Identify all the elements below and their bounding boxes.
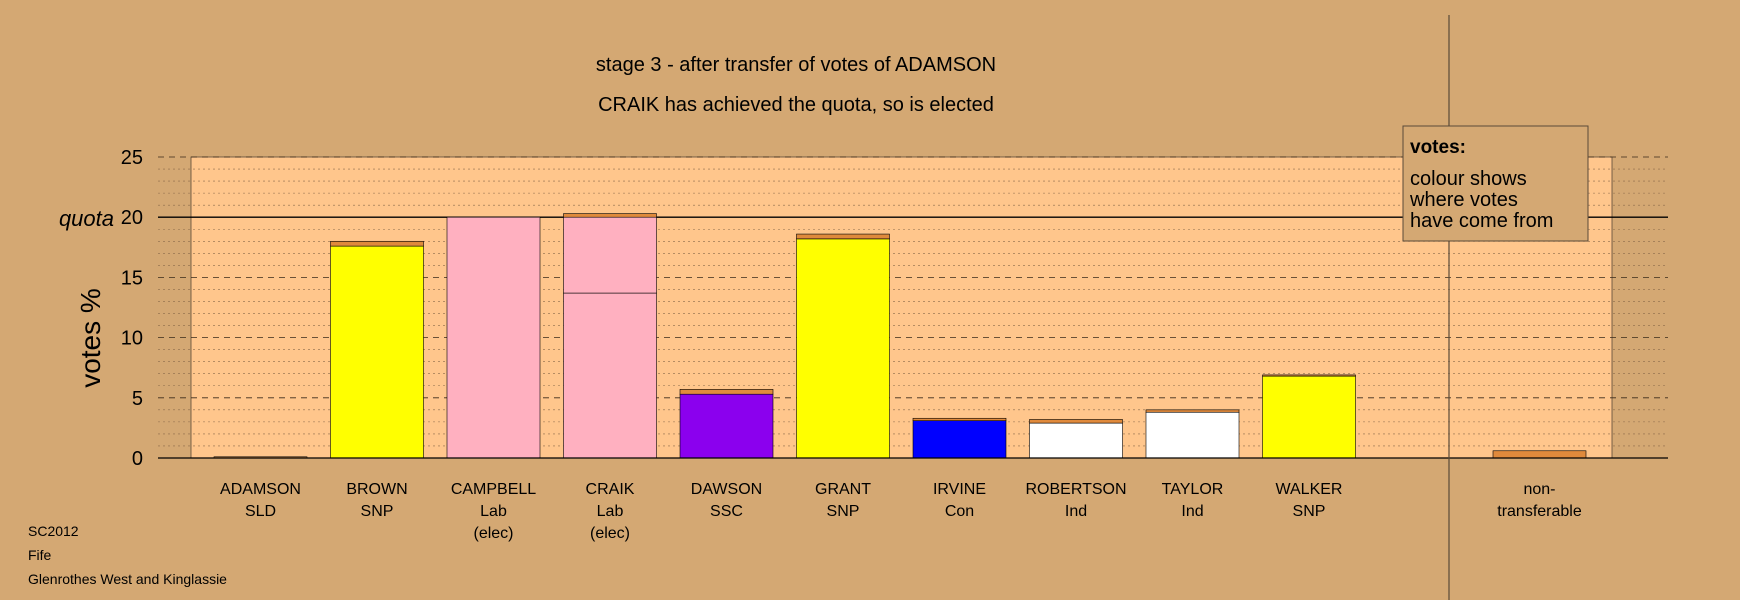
x-tick-label-adamson: ADAMSON — [220, 481, 301, 498]
bar-segment-dawson-0 — [679, 393, 774, 459]
x-tick-label-nontransferable: non- — [1523, 481, 1555, 498]
plot-area: 0 5 10 15 20 25 — [121, 147, 1668, 470]
y-tick-label: 10 — [121, 328, 143, 350]
x-tick-label-craik: (elec) — [590, 525, 630, 542]
x-tick-label-irvine: Con — [945, 503, 974, 520]
quota-label: quota — [59, 206, 114, 231]
bar-segment-robertson-1 — [1029, 419, 1123, 424]
bar-segment-craik-1 — [563, 216, 657, 294]
legend-line-3: have come from — [1410, 210, 1553, 232]
bar-segment-irvine-0 — [912, 420, 1007, 459]
y-tick-label: 5 — [132, 388, 143, 410]
x-tick-label-craik: Lab — [597, 503, 624, 520]
bar-segment-grant-0 — [796, 238, 890, 459]
bar-segment-craik-0 — [563, 292, 657, 459]
x-tick-label-taylor: TAYLOR — [1162, 481, 1224, 498]
footer-election: SC2012 — [28, 523, 79, 539]
legend-heading: votes: — [1410, 137, 1466, 158]
x-tick-label-grant: GRANT — [815, 481, 871, 498]
x-tick-label-campbell: (elec) — [473, 525, 513, 542]
x-tick-label-dawson: DAWSON — [691, 481, 762, 498]
x-tick-label-craik: CRAIK — [586, 481, 635, 498]
chart-subtitle: CRAIK has achieved the quota, so is elec… — [598, 94, 994, 116]
bar-segment-brown-1 — [330, 240, 424, 247]
y-tick-label: 15 — [121, 267, 143, 289]
bar-segment-dawson-1 — [679, 389, 774, 395]
x-tick-label-irvine: IRVINE — [933, 481, 986, 498]
bar-segment-nontransferable-0 — [1492, 450, 1587, 459]
legend-box: votes: colour shows where votes have com… — [1402, 125, 1589, 242]
y-tick-label: 25 — [121, 147, 143, 169]
x-tick-label-taylor: Ind — [1181, 503, 1203, 520]
bar-segment-craik-2 — [563, 213, 657, 218]
legend-line-2: where votes — [1409, 189, 1518, 211]
x-tick-label-dawson: SSC — [710, 503, 743, 520]
x-tick-label-walker: SNP — [1293, 503, 1326, 520]
x-axis-labels: ADAMSON SLD BROWN SNP CAMPBELL Lab (elec) CRAIK… — [220, 481, 1582, 542]
plot-area-fill — [190, 156, 1613, 459]
bar-segment-walker-0 — [1262, 375, 1356, 459]
x-tick-label-campbell: Lab — [480, 503, 507, 520]
y-tick-label: 0 — [132, 448, 143, 470]
bar-segment-grant-1 — [796, 233, 890, 240]
bar-segment-brown-0 — [330, 245, 424, 459]
bar-segment-robertson-0 — [1029, 422, 1123, 459]
x-tick-label-nontransferable: transferable — [1497, 503, 1582, 520]
x-tick-label-grant: SNP — [827, 503, 860, 520]
x-tick-label-brown: SNP — [361, 503, 394, 520]
bar-segment-taylor-1 — [1145, 409, 1240, 413]
x-tick-label-campbell: CAMPBELL — [451, 481, 536, 498]
x-tick-label-adamson: SLD — [245, 503, 276, 520]
bar-segment-walker-1 — [1262, 374, 1356, 377]
x-tick-label-walker: WALKER — [1276, 481, 1343, 498]
legend-line-1: colour shows — [1410, 168, 1527, 190]
x-tick-label-brown: BROWN — [346, 481, 407, 498]
bar-segment-campbell-0 — [446, 216, 541, 459]
legend-frame — [1402, 125, 1589, 242]
footer-ward: Glenrothes West and Kinglassie — [28, 571, 227, 587]
footer-council: Fife — [28, 547, 52, 563]
x-tick-label-robertson: ROBERTSON — [1025, 481, 1126, 498]
bar-segment-taylor-0 — [1145, 411, 1240, 459]
y-axis-label: votes % — [75, 288, 106, 388]
bar-segment-irvine-1 — [912, 417, 1007, 421]
x-tick-label-robertson: Ind — [1065, 503, 1087, 520]
chart-title: stage 3 - after transfer of votes of ADA… — [596, 54, 996, 76]
y-tick-label: 20 — [121, 207, 143, 229]
